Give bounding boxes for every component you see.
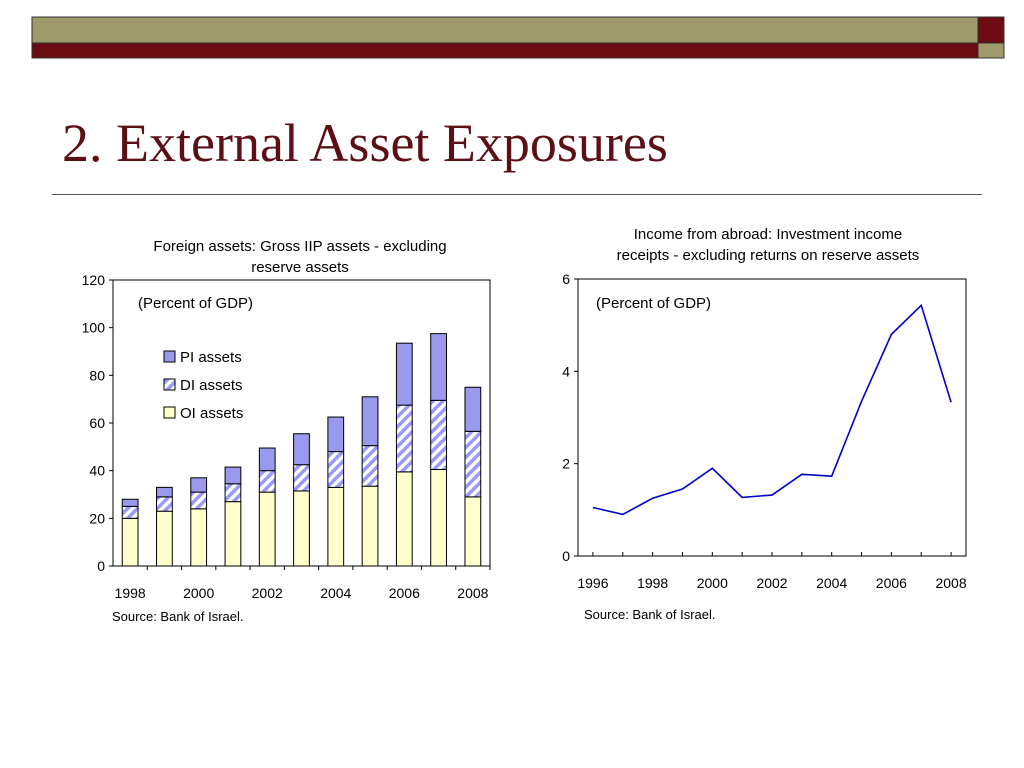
x-tick-label: 2002 — [252, 585, 283, 601]
y-tick-label: 6 — [562, 271, 570, 287]
left-chart-annotation: (Percent of GDP) — [138, 295, 253, 312]
banner-olive-bar — [31, 16, 979, 44]
x-tick-label: 2000 — [697, 575, 728, 591]
x-tick-label: 2008 — [457, 585, 488, 601]
left-chart-source: Source: Bank of Israel. — [112, 609, 244, 624]
x-tick-label: 2004 — [320, 585, 351, 601]
bar-segment-pi-assets — [156, 486, 173, 498]
bar-segment-pi-assets — [327, 416, 345, 453]
bar-segment-pi-assets — [224, 466, 242, 485]
left-chart-title: Foreign assets: Gross IIP assets - exclu… — [110, 236, 490, 278]
x-tick-label: 2006 — [876, 575, 907, 591]
legend-swatch — [163, 406, 176, 419]
bar-segment-pi-assets — [258, 447, 276, 472]
right-chart-title-line-2: receipts - excluding returns on reserve … — [616, 247, 920, 264]
y-tick-label: 0 — [97, 558, 105, 574]
x-tick-label: 2000 — [183, 585, 214, 601]
bar-segment-pi-assets — [121, 498, 139, 507]
left-chart-title-line-2: reserve assets — [251, 259, 349, 276]
y-tick-label: 4 — [562, 363, 570, 379]
banner-olive-square — [977, 42, 1005, 59]
legend-label: DI assets — [180, 377, 243, 394]
x-tick-label: 2004 — [816, 575, 847, 591]
x-tick-label: 1998 — [637, 575, 668, 591]
bar-segment-pi-assets — [190, 477, 208, 493]
investment-income-line — [592, 303, 952, 516]
legend-label: PI assets — [180, 349, 242, 366]
bar-segment-pi-assets — [361, 396, 379, 447]
y-tick-label: 0 — [562, 548, 570, 564]
title-divider — [52, 194, 982, 195]
bar-segment-pi-assets — [293, 433, 310, 466]
legend-label: OI assets — [180, 405, 243, 422]
right-chart-title: Income from abroad: Investment income re… — [578, 224, 958, 266]
x-tick-label: 1998 — [115, 585, 146, 601]
right-plot-frame — [577, 278, 967, 557]
bar-segment-pi-assets — [430, 333, 447, 401]
y-tick-label: 20 — [89, 510, 105, 526]
right-chart-title-line-1: Income from abroad: Investment income — [633, 226, 903, 243]
slide-title: 2. External Asset Exposures — [62, 113, 668, 173]
bar-segment-pi-assets — [395, 342, 413, 406]
y-tick-label: 60 — [89, 415, 105, 431]
y-tick-label: 2 — [562, 456, 570, 472]
legend-swatch — [163, 350, 176, 363]
x-tick-label: 1996 — [577, 575, 608, 591]
right-chart-annotation: (Percent of GDP) — [596, 295, 711, 312]
x-tick-label: 2008 — [935, 575, 966, 591]
x-tick-label: 2002 — [756, 575, 787, 591]
y-tick-label: 80 — [89, 367, 105, 383]
y-tick-label: 100 — [82, 320, 106, 336]
y-tick-label: 120 — [82, 272, 106, 288]
legend-swatch — [163, 378, 176, 391]
right-chart-source: Source: Bank of Israel. — [584, 607, 716, 622]
y-tick-label: 40 — [89, 463, 105, 479]
x-tick-label: 2006 — [389, 585, 420, 601]
banner-maroon-square — [977, 16, 1005, 44]
bar-segment-pi-assets — [464, 386, 482, 432]
slide-banner — [31, 16, 1005, 59]
left-chart-title-line-1: Foreign assets: Gross IIP assets - exclu… — [153, 238, 447, 255]
